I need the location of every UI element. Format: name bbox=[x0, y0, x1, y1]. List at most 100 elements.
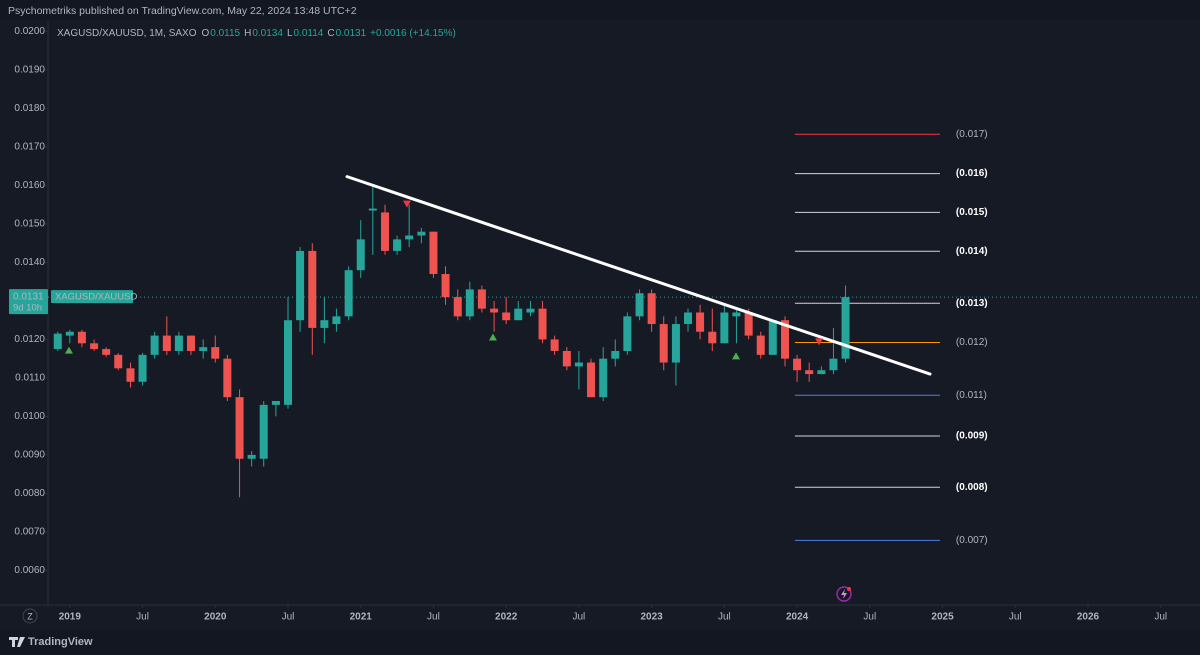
candle-body bbox=[429, 231, 438, 275]
candle-body bbox=[671, 324, 680, 363]
candle-body bbox=[574, 362, 583, 367]
header-bar bbox=[0, 0, 1200, 20]
candle-body bbox=[696, 312, 705, 332]
candle-body bbox=[393, 239, 402, 251]
y-tick-label: 0.0060 bbox=[14, 565, 45, 576]
event-icon-dot bbox=[847, 587, 851, 591]
candle-body bbox=[259, 404, 268, 459]
signal-marker bbox=[488, 333, 497, 341]
candle-body bbox=[562, 350, 571, 367]
signal-marker bbox=[732, 352, 740, 360]
timezone-button[interactable]: Z bbox=[27, 611, 33, 621]
candle-body bbox=[368, 208, 377, 211]
x-tick-label: 2025 bbox=[931, 612, 954, 623]
price-tag-countdown: 9d 10h bbox=[13, 303, 42, 314]
candle-body bbox=[647, 293, 656, 325]
candle-body bbox=[611, 350, 620, 359]
candle-body bbox=[114, 354, 123, 369]
y-tick-label: 0.0180 bbox=[14, 103, 45, 114]
candle-body bbox=[126, 368, 135, 382]
symbol-tag bbox=[51, 290, 133, 304]
candle-body bbox=[538, 308, 547, 340]
x-tick-label: 2021 bbox=[350, 612, 373, 623]
candle-body bbox=[102, 349, 111, 355]
candle-body bbox=[586, 362, 595, 398]
x-tick-label: Jul bbox=[282, 612, 295, 623]
level-label: (0.013) bbox=[956, 298, 988, 309]
candle-body bbox=[247, 454, 256, 459]
candle-body bbox=[138, 354, 147, 382]
candle-body bbox=[514, 308, 523, 321]
candle-body bbox=[502, 312, 511, 321]
x-tick-label: 2019 bbox=[59, 612, 82, 623]
legend-title: XAGUSD/XAUUSD, 1M, SAXO bbox=[57, 28, 197, 39]
candle-body bbox=[308, 250, 317, 328]
level-label: (0.009) bbox=[956, 431, 988, 442]
candle-body bbox=[296, 250, 305, 321]
level-label: (0.015) bbox=[956, 207, 988, 218]
x-tick-label: Jul bbox=[718, 612, 731, 623]
x-tick-label: 2022 bbox=[495, 612, 518, 623]
timezone-button-circle[interactable] bbox=[22, 608, 38, 624]
y-tick-label: 0.0150 bbox=[14, 219, 45, 230]
candle-body bbox=[659, 324, 668, 363]
candle-body bbox=[732, 312, 741, 317]
candle-body bbox=[90, 343, 99, 350]
x-tick-label: Jul bbox=[573, 612, 586, 623]
candle-body bbox=[817, 370, 826, 375]
candle-body bbox=[381, 212, 390, 251]
candle-body bbox=[744, 312, 753, 336]
level-label: (0.016) bbox=[956, 168, 988, 179]
candle-body bbox=[805, 370, 814, 375]
brand-logo bbox=[9, 637, 25, 647]
candle-body bbox=[453, 297, 462, 317]
y-tick-label: 0.0100 bbox=[14, 411, 45, 422]
candle-body bbox=[635, 293, 644, 317]
candle-body bbox=[720, 312, 729, 344]
candle-body bbox=[356, 239, 365, 271]
candle-body bbox=[684, 312, 692, 325]
legend-ohlc-value: 0.0131 bbox=[336, 28, 367, 39]
legend-ohlc-value: 0.0114 bbox=[294, 28, 324, 39]
candle-body bbox=[284, 320, 292, 405]
y-tick-label: 0.0160 bbox=[14, 180, 45, 191]
event-icon[interactable] bbox=[836, 586, 852, 602]
footer-bar bbox=[0, 630, 1200, 655]
candle-body bbox=[781, 320, 790, 359]
x-tick-label: 2024 bbox=[786, 612, 809, 623]
x-tick-label: Jul bbox=[136, 612, 149, 623]
level-label: (0.014) bbox=[956, 246, 988, 257]
y-tick-label: 0.0080 bbox=[14, 488, 45, 499]
event-icon-bolt bbox=[841, 589, 847, 599]
candle-body bbox=[623, 316, 632, 351]
price-tag-value: 0.0131 bbox=[13, 292, 44, 303]
brand-name: TradingView bbox=[28, 636, 93, 648]
x-tick-label: 2023 bbox=[641, 612, 664, 623]
candle-body bbox=[465, 289, 474, 317]
level-label: (0.011) bbox=[956, 390, 987, 401]
level-label: (0.017) bbox=[956, 129, 988, 140]
candle-body bbox=[199, 347, 208, 351]
publish-info: Psychometriks published on TradingView.c… bbox=[8, 5, 357, 17]
signal-marker bbox=[402, 200, 411, 208]
candle-body bbox=[793, 358, 802, 371]
candle-body bbox=[768, 320, 777, 355]
y-tick-label: 0.0170 bbox=[14, 142, 45, 153]
candle-body bbox=[344, 270, 353, 317]
candle-body bbox=[441, 274, 450, 298]
candle-body bbox=[271, 401, 280, 405]
candle-body bbox=[53, 333, 62, 350]
candle-body bbox=[174, 335, 183, 351]
y-tick-label: 0.0200 bbox=[14, 26, 45, 37]
y-tick-label: 0.0140 bbox=[14, 257, 45, 268]
candle-body bbox=[211, 347, 220, 359]
candle-body bbox=[65, 331, 74, 336]
trendline bbox=[345, 175, 932, 376]
legend-ohlc-label: C bbox=[327, 28, 334, 39]
candle-body bbox=[150, 335, 159, 355]
candle-body bbox=[526, 308, 535, 313]
x-tick-label: Jul bbox=[1154, 612, 1167, 623]
symbol-tag-label: XAGUSD/XAUUSD bbox=[55, 292, 137, 303]
legend-ohlc-value: 0.0115 bbox=[210, 28, 240, 39]
